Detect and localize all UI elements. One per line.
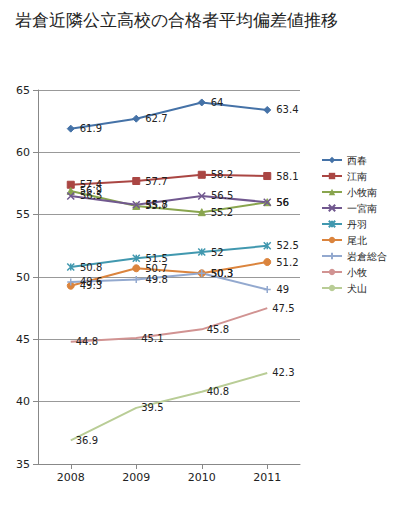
svg-text:2008: 2008 [57,471,85,484]
svg-text:47.5: 47.5 [272,303,294,314]
svg-text:58.2: 58.2 [211,169,233,180]
svg-text:62.7: 62.7 [145,113,167,124]
svg-text:尾北: 尾北 [347,235,367,246]
svg-text:40.8: 40.8 [207,386,229,397]
svg-text:39.5: 39.5 [141,402,163,413]
svg-text:52: 52 [211,247,224,258]
svg-text:60: 60 [16,146,30,159]
svg-text:2009: 2009 [122,471,150,484]
svg-text:49: 49 [277,284,290,295]
svg-text:56: 56 [277,197,290,208]
svg-text:36.9: 36.9 [76,435,98,446]
svg-text:56: 56 [276,197,289,208]
svg-text:小牧: 小牧 [347,267,367,278]
svg-text:55: 55 [16,208,30,221]
svg-text:50.3: 50.3 [211,268,233,279]
svg-text:55.8: 55.8 [146,199,168,210]
svg-text:65: 65 [16,84,30,97]
svg-text:小牧南: 小牧南 [347,187,377,198]
svg-text:35: 35 [16,458,30,471]
svg-text:丹羽: 丹羽 [347,219,367,230]
svg-text:50: 50 [16,271,30,284]
svg-text:45.8: 45.8 [207,324,229,335]
svg-text:56.5: 56.5 [211,190,233,201]
svg-text:50.8: 50.8 [80,262,102,273]
svg-text:2010: 2010 [188,471,216,484]
svg-text:50.7: 50.7 [145,263,167,274]
svg-text:52.5: 52.5 [277,240,299,251]
svg-text:犬山: 犬山 [347,283,367,294]
svg-text:西春: 西春 [347,155,367,166]
svg-text:64: 64 [211,97,224,108]
svg-text:42.3: 42.3 [272,367,294,378]
svg-text:49.8: 49.8 [146,274,168,285]
svg-text:江南: 江南 [347,171,367,182]
svg-text:63.4: 63.4 [276,104,298,115]
svg-text:45.1: 45.1 [141,333,163,344]
svg-text:45: 45 [16,333,30,346]
svg-text:岩倉総合: 岩倉総合 [347,251,387,262]
svg-text:61.9: 61.9 [80,123,102,134]
svg-text:51.5: 51.5 [145,252,168,264]
svg-text:岩倉近隣公立高校の合格者平均偏差値推移: 岩倉近隣公立高校の合格者平均偏差値推移 [15,10,338,30]
svg-text:49.6: 49.6 [80,276,102,287]
svg-text:一宮南: 一宮南 [347,203,377,214]
svg-text:44.8: 44.8 [76,336,98,347]
svg-text:40: 40 [16,395,30,408]
svg-text:56.5: 56.5 [80,190,102,201]
svg-text:58.1: 58.1 [276,171,298,182]
svg-text:50.3: 50.3 [211,268,233,279]
svg-text:51.2: 51.2 [276,257,298,268]
svg-text:55.2: 55.2 [211,207,233,218]
svg-text:57.7: 57.7 [145,176,167,187]
svg-text:2011: 2011 [253,471,281,484]
